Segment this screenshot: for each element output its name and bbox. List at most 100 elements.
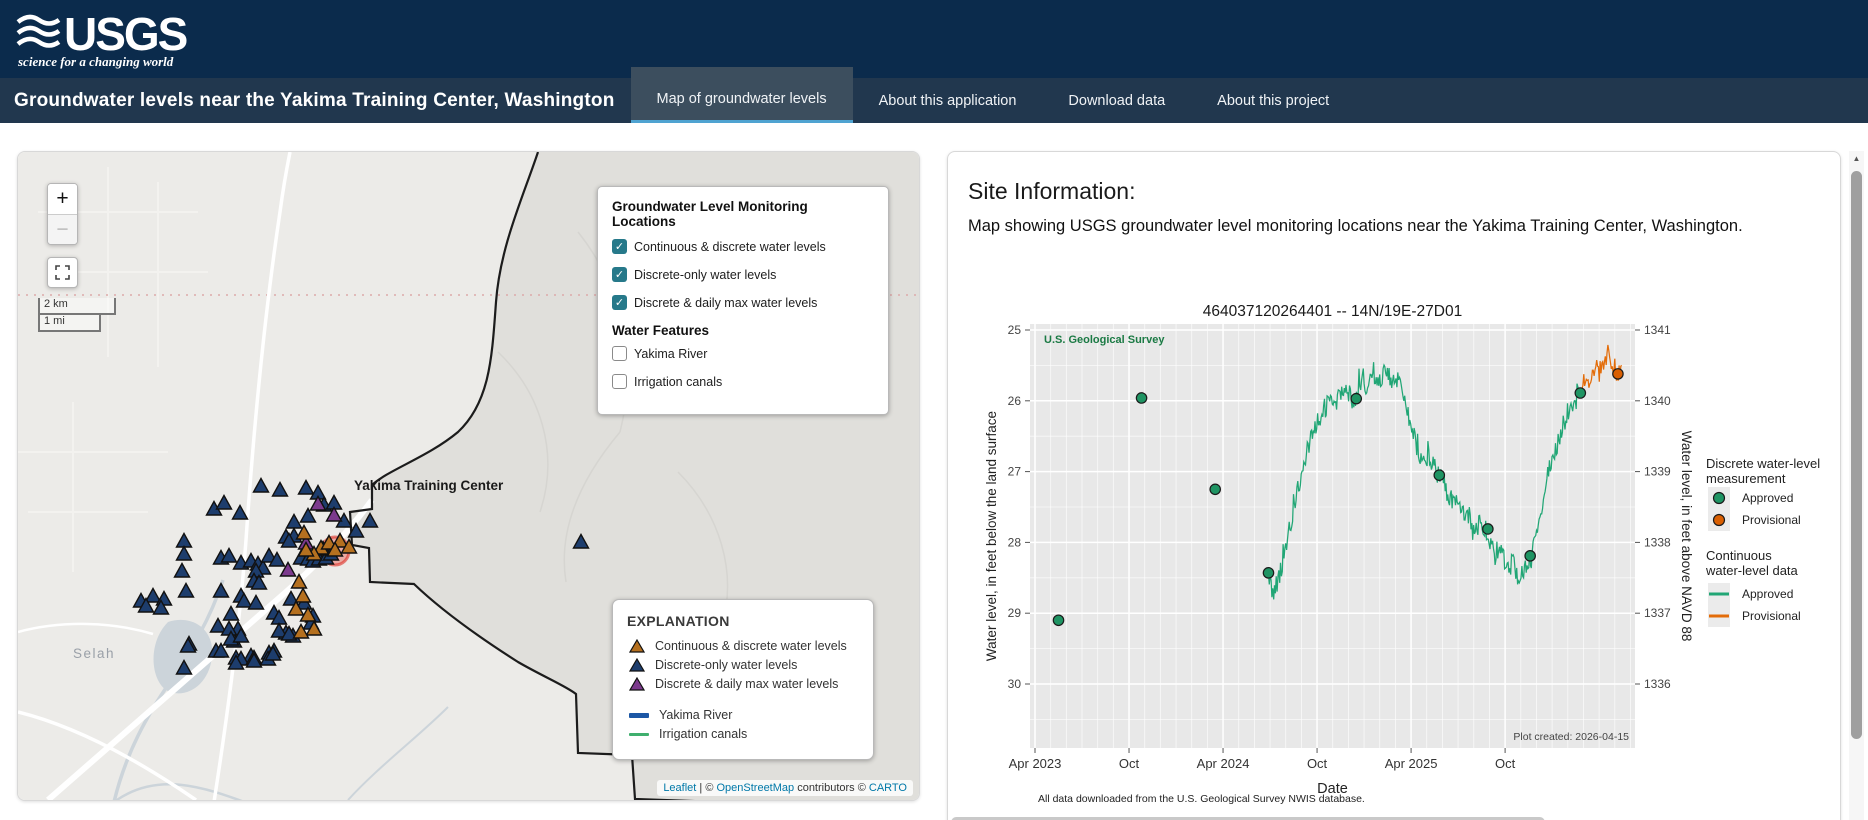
svg-text:Apr 2023: Apr 2023: [1009, 756, 1062, 771]
layer-checkbox-yakima-river[interactable]: Yakima River: [612, 346, 874, 361]
svg-text:Water level, in feet above NAV: Water level, in feet above NAVD 88: [1679, 431, 1694, 642]
svg-text:Discrete water-level: Discrete water-level: [1706, 456, 1820, 471]
triangle-marker-icon: [629, 639, 645, 653]
site-info-heading: Site Information:: [968, 178, 1820, 205]
checkbox-label: Discrete-only water levels: [634, 268, 776, 282]
main-content: Yakima Training Center Selah + − 2 km 1 …: [0, 123, 1868, 820]
svg-text:25: 25: [1008, 323, 1022, 337]
checkbox-checked-icon[interactable]: ✓: [612, 295, 627, 310]
legend-item-label: Discrete & daily max water levels: [655, 677, 838, 691]
svg-text:Approved: Approved: [1742, 587, 1793, 601]
page-title: Groundwater levels near the Yakima Train…: [0, 90, 615, 112]
layer-checkbox-discrete-only-water-levels[interactable]: ✓ Discrete-only water levels: [612, 267, 874, 282]
svg-text:Provisional: Provisional: [1742, 513, 1801, 527]
zoom-control: + −: [47, 183, 78, 245]
carto-link[interactable]: CARTO: [869, 782, 907, 794]
tab-bar: Map of groundwater levelsAbout this appl…: [631, 78, 1356, 123]
layer-checkbox-irrigation-canals[interactable]: Irrigation canals: [612, 374, 874, 389]
legend-line-item: Irrigation canals: [627, 727, 859, 741]
leaflet-map[interactable]: Yakima Training Center Selah + − 2 km 1 …: [18, 152, 919, 800]
scale-mi: 1 mi: [38, 315, 101, 332]
svg-text:29: 29: [1008, 606, 1022, 620]
legend-item: Discrete-only water levels: [627, 658, 859, 672]
svg-text:30: 30: [1008, 677, 1022, 691]
svg-text:Apr 2024: Apr 2024: [1197, 756, 1250, 771]
site-info-card: Site Information: Map showing USGS groun…: [947, 151, 1841, 820]
legend-line-item: Yakima River: [627, 708, 859, 722]
usgs-logo-text: USGS: [64, 8, 187, 60]
training-center-label: Yakima Training Center: [354, 478, 504, 493]
zoom-out-button[interactable]: −: [48, 214, 77, 244]
triangle-marker-icon: [629, 658, 645, 672]
explanation-title: EXPLANATION: [627, 613, 859, 629]
svg-text:1337: 1337: [1644, 606, 1671, 620]
legend-item-label: Discrete-only water levels: [655, 658, 797, 672]
explanation-panel: EXPLANATION Continuous & discrete water …: [612, 599, 874, 760]
svg-text:28: 28: [1008, 535, 1022, 549]
water-level-chart: Apr 2023 Oct Apr 2024 Oct Apr 2025 Oct 25 1341 2…: [970, 246, 1841, 812]
scale-bar: 2 km 1 mi: [38, 298, 116, 332]
leaflet-link[interactable]: Leaflet: [663, 782, 696, 794]
checkbox-unchecked-icon[interactable]: [612, 374, 627, 389]
navbar: Groundwater levels near the Yakima Train…: [0, 78, 1868, 123]
scroll-up-arrow[interactable]: ▲: [1849, 151, 1864, 167]
svg-text:Apr 2025: Apr 2025: [1385, 756, 1438, 771]
map-card: Yakima Training Center Selah + − 2 km 1 …: [17, 151, 920, 801]
line-swatch-icon: [629, 733, 649, 736]
checkbox-checked-icon[interactable]: ✓: [612, 267, 627, 282]
layer-checkbox-continuous-discrete-water-levels[interactable]: ✓ Continuous & discrete water levels: [612, 239, 874, 254]
tab-about-this-project[interactable]: About this project: [1191, 78, 1355, 123]
svg-text:26: 26: [1008, 394, 1022, 408]
svg-text:Plot created: 2026-04-15: Plot created: 2026-04-15: [1513, 731, 1629, 743]
legend-item: Discrete & daily max water levels: [627, 677, 859, 691]
vertical-scrollbar-thumb[interactable]: [1851, 171, 1862, 739]
svg-text:Oct: Oct: [1495, 756, 1516, 771]
triangle-marker-icon: [629, 677, 645, 691]
site-info-description: Map showing USGS groundwater level monit…: [968, 217, 1820, 236]
svg-text:1339: 1339: [1644, 465, 1671, 479]
tab-about-this-application[interactable]: About this application: [853, 78, 1043, 123]
svg-text:1336: 1336: [1644, 677, 1671, 691]
checkbox-label: Continuous & discrete water levels: [634, 240, 826, 254]
map-attribution: Leaflet | © OpenStreetMap contributors ©…: [657, 780, 913, 796]
expand-icon: [55, 265, 70, 280]
vertical-scrollbar[interactable]: ▲: [1849, 151, 1864, 820]
svg-text:All data downloaded from the U: All data downloaded from the U.S. Geolog…: [1038, 793, 1365, 805]
zoom-in-button[interactable]: +: [48, 184, 77, 214]
svg-text:measurement: measurement: [1706, 471, 1786, 486]
fit-bounds-button[interactable]: [47, 257, 78, 288]
tab-map-of-groundwater-levels[interactable]: Map of groundwater levels: [631, 67, 853, 123]
town-label-selah: Selah: [73, 646, 115, 661]
legend-item-label: Continuous & discrete water levels: [655, 639, 847, 653]
svg-text:Oct: Oct: [1119, 756, 1140, 771]
usgs-tagline: science for a changing world: [17, 54, 174, 69]
layer-control-panel: Groundwater Level Monitoring Locations ✓…: [597, 186, 889, 415]
legend-item-label: Irrigation canals: [659, 727, 747, 741]
usgs-logo: USGS science for a changing world: [14, 8, 224, 70]
svg-text:Provisional: Provisional: [1742, 609, 1801, 623]
water-features-title: Water Features: [612, 323, 874, 338]
checkbox-unchecked-icon[interactable]: [612, 346, 627, 361]
usgs-header: USGS science for a changing world: [0, 0, 1868, 78]
checkbox-label: Yakima River: [634, 347, 707, 361]
checkbox-label: Discrete & daily max water levels: [634, 296, 817, 310]
scale-km: 2 km: [38, 298, 116, 315]
svg-text:Oct: Oct: [1307, 756, 1328, 771]
svg-text:Water level, in feet below the: Water level, in feet below the land surf…: [984, 411, 999, 661]
checkbox-checked-icon[interactable]: ✓: [612, 239, 627, 254]
svg-text:Continuous: Continuous: [1706, 548, 1772, 563]
svg-text:Approved: Approved: [1742, 491, 1793, 505]
checkbox-label: Irrigation canals: [634, 375, 722, 389]
svg-text:1338: 1338: [1644, 535, 1671, 549]
layer-checkbox-discrete-daily-max-water-levels[interactable]: ✓ Discrete & daily max water levels: [612, 295, 874, 310]
svg-text:464037120264401 -- 14N/19E-27D: 464037120264401 -- 14N/19E-27D01: [1203, 303, 1462, 320]
legend-item: Continuous & discrete water levels: [627, 639, 859, 653]
svg-text:U.S. Geological Survey: U.S. Geological Survey: [1044, 334, 1165, 346]
legend-item-label: Yakima River: [659, 708, 732, 722]
line-swatch-icon: [629, 713, 649, 718]
tab-download-data[interactable]: Download data: [1042, 78, 1191, 123]
svg-text:water-level data: water-level data: [1705, 563, 1799, 578]
osm-link[interactable]: OpenStreetMap: [716, 782, 794, 794]
layer-panel-title: Groundwater Level Monitoring Locations: [612, 199, 874, 229]
svg-text:1341: 1341: [1644, 323, 1671, 337]
